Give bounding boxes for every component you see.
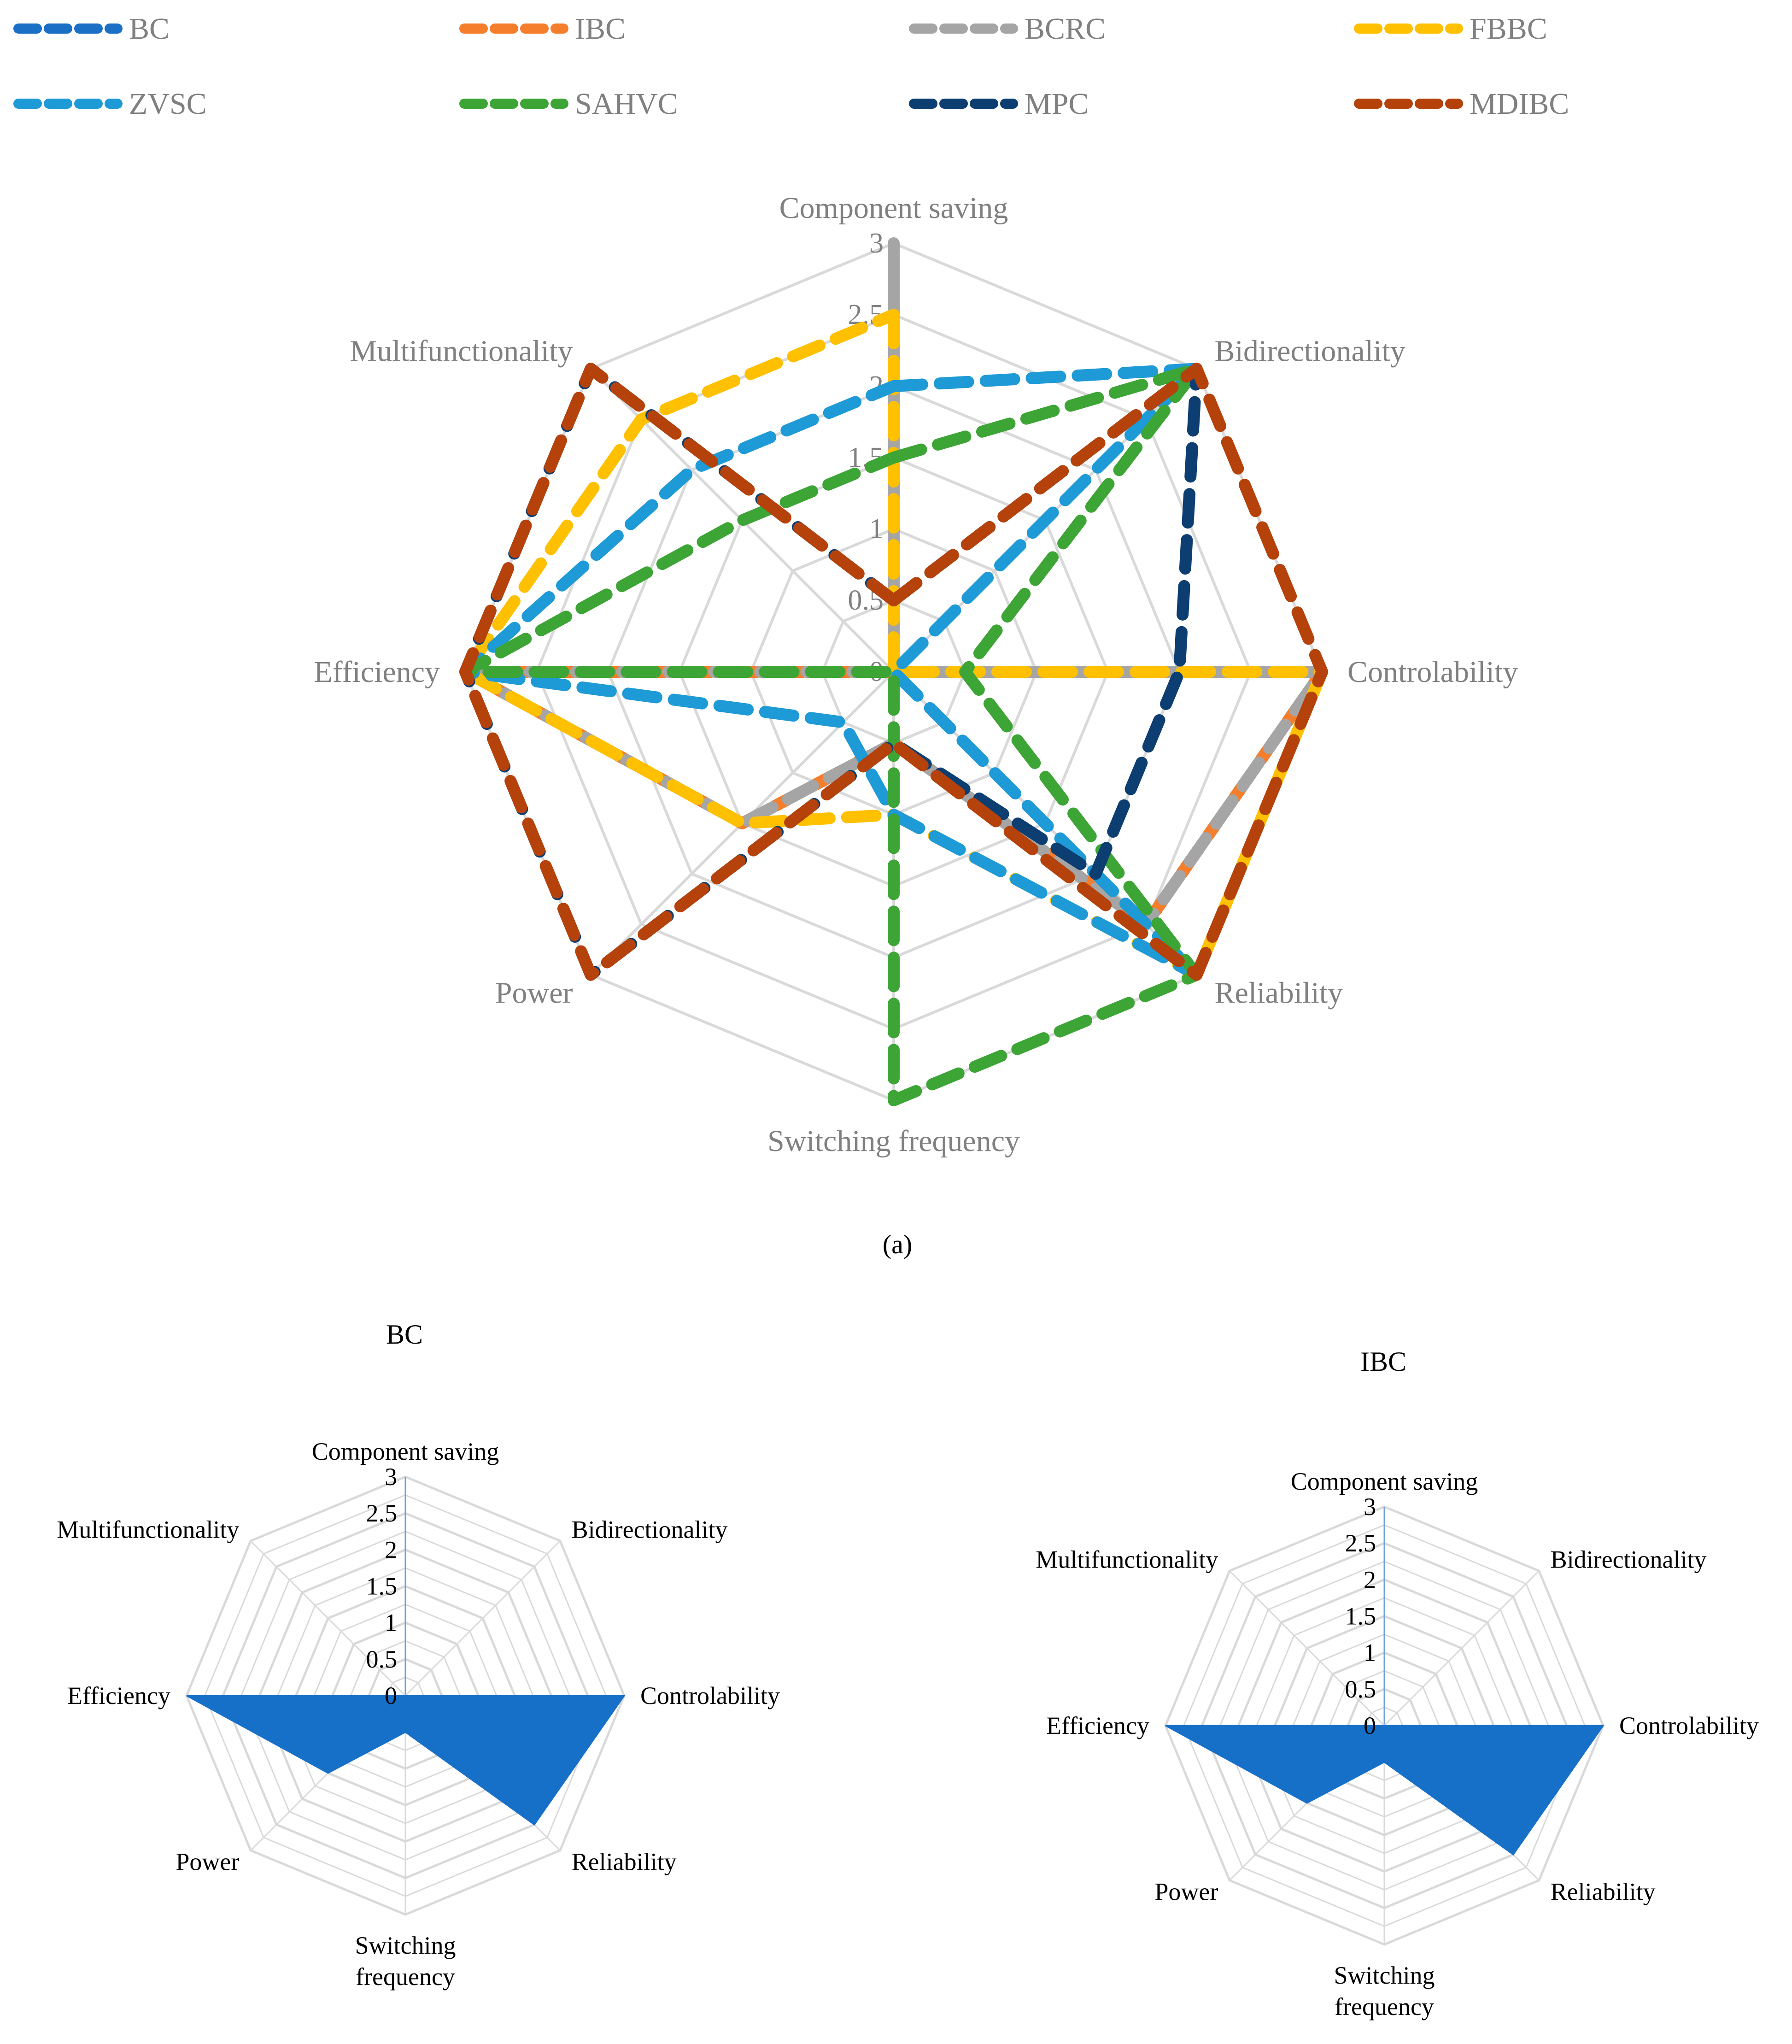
axis-label-controlability: Controlability (1347, 655, 1518, 689)
tick-label: 3 (869, 228, 884, 259)
axis-label-power: Power (1154, 1878, 1218, 1906)
legend-label-sahvc: SAHVC (575, 87, 678, 121)
axis-label-power: Power (495, 976, 573, 1010)
tick-label: 2 (1364, 1566, 1376, 1593)
series-mdibc (459, 363, 1328, 981)
axis-label-switching-frequency: frequency (1335, 1993, 1434, 2021)
tick-label: 0 (385, 1682, 397, 1709)
caption-a: (a) (883, 1229, 912, 1259)
tick-label: 3 (1364, 1493, 1376, 1521)
filled-area (1165, 1725, 1605, 1856)
tick-label: 1 (385, 1609, 397, 1637)
tick-label: 0.5 (366, 1645, 398, 1673)
axis-label-multifunctionality: Multifunctionality (57, 1515, 239, 1543)
tick-label: 0.5 (1345, 1675, 1376, 1703)
filled-area (186, 1695, 626, 1826)
legend-label-ibc: IBC (575, 12, 626, 46)
tick-label: 2 (385, 1536, 397, 1563)
spoke (404, 1540, 561, 1697)
spoke (1383, 1570, 1540, 1727)
legend-label-bc: BC (129, 12, 170, 46)
tick-label: 1 (869, 513, 884, 545)
axis-label-bidirectionality: Bidirectionality (1215, 334, 1405, 368)
axis-label-multifunctionality: Multifunctionality (1036, 1545, 1218, 1573)
axis-label-efficiency: Efficiency (67, 1682, 170, 1709)
axis-label-efficiency: Efficiency (1046, 1712, 1149, 1739)
legend-label-zvsc: ZVSC (129, 87, 207, 121)
chart-ibc-title: IBC (1360, 1346, 1406, 1377)
legend-label-mpc: MPC (1025, 87, 1089, 121)
tick-label: 0 (1364, 1712, 1376, 1739)
legend: BC IBC BCRC FBBC ZVSC SAHVC MPC MDIBC (13, 12, 1569, 121)
axis-label-reliability: Reliability (572, 1848, 677, 1876)
axis-label-switching-frequency: Switching frequency (767, 1124, 1020, 1158)
tick-label: 2.5 (1345, 1529, 1376, 1557)
spoke (250, 1540, 406, 1697)
legend-label-bcrc: BCRC (1025, 12, 1106, 46)
axis-label-bidirectionality: Bidirectionality (572, 1515, 728, 1543)
axis-label-switching-frequency: Switching (355, 1932, 456, 1959)
legend-label-fbbc: FBBC (1470, 12, 1547, 46)
legend-label-mdibc: MDIBC (1470, 87, 1569, 121)
axis-label-component-saving: Component saving (779, 191, 1008, 225)
axis-label-power: Power (176, 1848, 239, 1876)
axis-label-component-saving: Component saving (312, 1438, 499, 1465)
axis-label-bidirectionality: Bidirectionality (1551, 1545, 1707, 1573)
axis-label-controlability: Controlability (1619, 1712, 1759, 1739)
axis-label-multifunctionality: Multifunctionality (350, 334, 573, 368)
tick-label: 1.5 (1345, 1603, 1376, 1630)
axis-label-reliability: Reliability (1551, 1878, 1656, 1906)
tick-label: 2.5 (366, 1499, 398, 1527)
spoke (1229, 1570, 1385, 1727)
tick-label: 1 (1364, 1639, 1376, 1667)
axis-label-efficiency: Efficiency (314, 655, 440, 689)
series-sahvc (459, 363, 1203, 1106)
axis-label-switching-frequency: frequency (356, 1963, 455, 1991)
axis-label-switching-frequency: Switching (1334, 1962, 1435, 1989)
tick-label: 1.5 (366, 1573, 398, 1600)
chart-bc-title: BC (386, 1319, 423, 1350)
tick-label: 3 (385, 1463, 397, 1491)
axis-label-component-saving: Component saving (1291, 1468, 1478, 1495)
axis-label-reliability: Reliability (1215, 976, 1343, 1010)
axis-label-controlability: Controlability (640, 1682, 780, 1709)
